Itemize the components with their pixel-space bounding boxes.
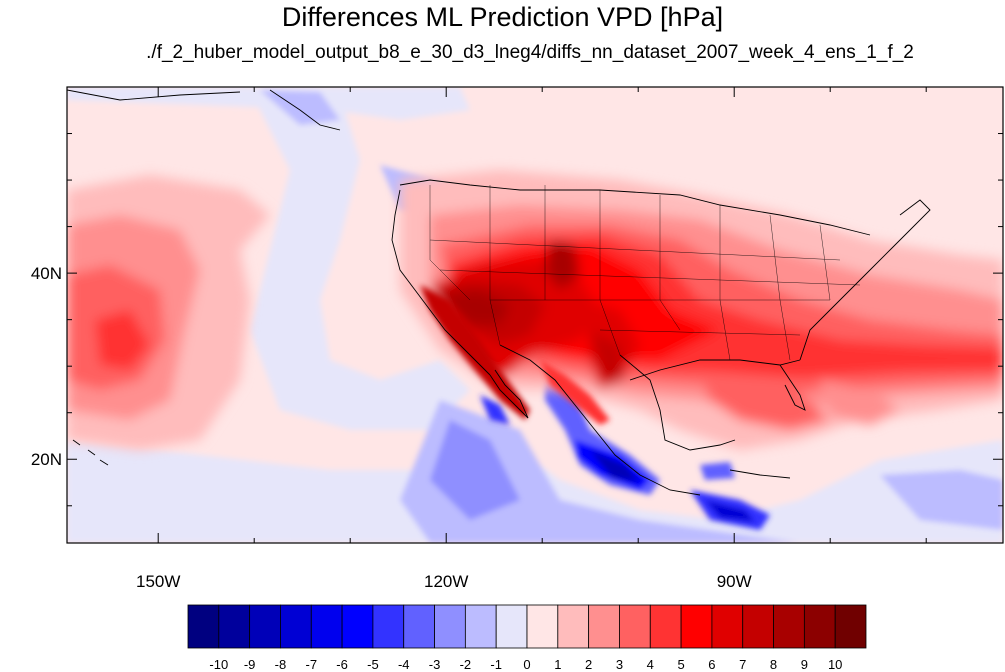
state-border-10 <box>439 269 861 286</box>
colorbar-label: -10 <box>209 657 228 672</box>
mexico-pacific-coast <box>499 344 701 496</box>
us-east-coast <box>799 199 931 361</box>
map-subtitle: ./f_2_huber_model_output_b8_e_30_d3_lneg… <box>146 42 914 63</box>
state-border-8 <box>819 224 831 301</box>
colorbar-swatch <box>403 604 435 649</box>
colorbar-label: -6 <box>336 657 348 672</box>
colorbar-label: -9 <box>244 657 256 672</box>
state-border-12 <box>599 329 801 336</box>
colorbar-swatch <box>742 604 774 649</box>
lon-tick-label: 120W <box>424 572 468 591</box>
state-border-9 <box>429 239 841 261</box>
colorbar-swatch <box>711 604 744 649</box>
colorbar-label: -5 <box>367 657 379 672</box>
colorbar-label: 6 <box>708 657 715 672</box>
coastlines <box>67 89 931 496</box>
colorbar-swatch <box>803 604 836 649</box>
colorbar-label: 0 <box>523 657 530 672</box>
colorbar-swatch <box>218 604 251 649</box>
colorbar-swatch <box>280 604 312 649</box>
colorbar-swatch <box>434 604 466 649</box>
axis-tick-labels: 150W 120W 90W 40N 20N <box>31 264 752 591</box>
lat-tick-label: 20N <box>31 450 62 469</box>
colorbar-label: 2 <box>585 657 592 672</box>
colorbar-swatch <box>249 604 281 649</box>
colorbar-swatch <box>310 604 343 649</box>
colorbar-label: -2 <box>460 657 472 672</box>
baja-coast <box>489 369 529 419</box>
colorbar-swatch <box>372 604 405 649</box>
colorbar-label: 8 <box>770 657 777 672</box>
colorbar-label: 4 <box>647 657 654 672</box>
colorbar-label: -8 <box>275 657 287 672</box>
us-west-coast <box>391 189 491 376</box>
colorbar-label: 10 <box>828 657 842 672</box>
state-border-1 <box>429 185 471 301</box>
baja-warm-strip <box>420 285 610 425</box>
cuba-coast <box>729 469 791 479</box>
colorbar-label: 1 <box>554 657 561 672</box>
us-gulf-coast <box>629 359 801 381</box>
state-borders <box>429 185 861 361</box>
lon-tick-label: 90W <box>717 572 752 591</box>
colorbar-swatch <box>495 604 528 649</box>
mexico-gulf-coast <box>619 354 736 451</box>
us-canada-border <box>399 179 871 236</box>
map-frame <box>66 86 1004 544</box>
colorbar-swatch <box>619 604 651 649</box>
colorbar-swatch <box>588 604 620 649</box>
colorbar-swatch <box>834 604 867 649</box>
colorbar-label: 9 <box>801 657 808 672</box>
alaska-coast <box>269 89 341 131</box>
florida <box>779 364 806 411</box>
hawaii-islands <box>72 439 109 466</box>
axis-ticks <box>67 87 1003 543</box>
colorbar-swatch <box>557 604 590 649</box>
colorbar-swatch <box>649 604 682 649</box>
canada-arctic-coast <box>67 89 241 101</box>
colorbar-label: 5 <box>677 657 684 672</box>
pacific-warm-anomaly <box>67 175 270 450</box>
colorbar-swatch <box>187 604 220 649</box>
lon-tick-label: 150W <box>136 572 180 591</box>
lat-tick-label: 40N <box>31 264 62 283</box>
colorbar: -10 -9 -8 -7 -6 -5 -4 -3 -2 -1 0 1 2 3 4 5 6 7 8 9 10 <box>187 604 867 672</box>
colorbar-label: 7 <box>739 657 746 672</box>
colorbar-label: -1 <box>490 657 502 672</box>
colorbar-swatch <box>680 604 713 649</box>
colorbar-swatch <box>526 604 559 649</box>
colorbar-swatch <box>341 604 374 649</box>
colorbar-swatch <box>773 604 805 649</box>
colorbar-label: -7 <box>305 657 317 672</box>
colorbar-label: -4 <box>398 657 410 672</box>
map-title: Differences ML Prediction VPD [hPa] <box>281 2 724 32</box>
colorbar-label: 3 <box>616 657 623 672</box>
colorbar-swatch <box>464 604 497 649</box>
colorbar-label: -3 <box>429 657 441 672</box>
map-field <box>67 87 1003 543</box>
